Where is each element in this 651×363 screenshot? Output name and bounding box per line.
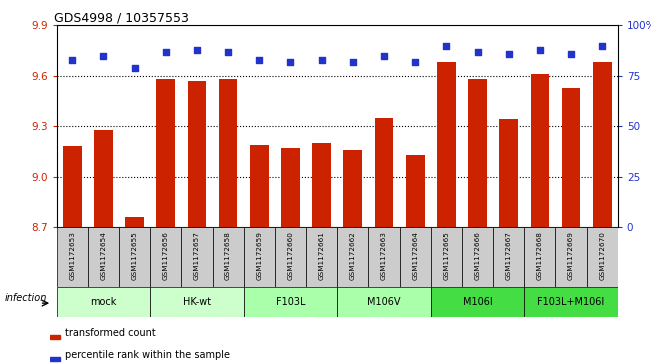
Point	[254, 57, 264, 62]
Point	[597, 42, 607, 48]
Text: M106V: M106V	[367, 297, 401, 307]
Bar	[156, 79, 175, 227]
Text: GDS4998 / 10357553: GDS4998 / 10357553	[54, 11, 189, 24]
Bar	[182, 227, 212, 287]
Point	[379, 53, 389, 58]
Text: GSM1172657: GSM1172657	[194, 231, 200, 280]
Text: GSM1172653: GSM1172653	[69, 231, 76, 280]
Bar	[499, 119, 518, 227]
Text: GSM1172668: GSM1172668	[537, 231, 543, 280]
Text: F103L: F103L	[276, 297, 305, 307]
Point	[130, 65, 140, 71]
Text: GSM1172669: GSM1172669	[568, 231, 574, 280]
Text: M106I: M106I	[463, 297, 492, 307]
Text: HK-wt: HK-wt	[183, 297, 211, 307]
Bar	[119, 227, 150, 287]
Point	[316, 57, 327, 62]
Text: GSM1172665: GSM1172665	[443, 231, 449, 280]
Bar	[431, 287, 524, 317]
Text: GSM1172658: GSM1172658	[225, 231, 231, 280]
Bar	[368, 227, 400, 287]
Point	[98, 53, 109, 58]
Bar	[50, 357, 60, 361]
Bar	[337, 227, 368, 287]
Bar	[337, 287, 431, 317]
Bar	[50, 335, 60, 339]
Bar	[312, 143, 331, 227]
Text: GSM1172661: GSM1172661	[318, 231, 325, 280]
Bar	[125, 217, 144, 227]
Point	[191, 47, 202, 53]
Bar	[212, 227, 243, 287]
Text: percentile rank within the sample: percentile rank within the sample	[64, 350, 230, 360]
Bar	[150, 227, 182, 287]
Bar	[219, 79, 238, 227]
Bar	[562, 87, 581, 227]
Point	[285, 59, 296, 65]
Bar	[94, 130, 113, 227]
Bar	[187, 81, 206, 227]
Bar	[593, 62, 611, 227]
Bar	[281, 148, 300, 227]
Text: infection: infection	[5, 293, 47, 303]
Bar	[493, 227, 524, 287]
Bar	[150, 287, 243, 317]
Bar	[524, 227, 555, 287]
Text: transformed count: transformed count	[64, 328, 156, 338]
Text: GSM1172654: GSM1172654	[100, 231, 106, 280]
Point	[223, 49, 233, 54]
Bar	[88, 227, 119, 287]
Point	[566, 51, 576, 57]
Bar	[406, 155, 424, 227]
Point	[534, 47, 545, 53]
Text: GSM1172664: GSM1172664	[412, 231, 418, 280]
Bar	[531, 74, 549, 227]
Text: GSM1172660: GSM1172660	[288, 231, 294, 280]
Text: F103L+M106I: F103L+M106I	[538, 297, 605, 307]
Bar	[243, 287, 337, 317]
Text: GSM1172656: GSM1172656	[163, 231, 169, 280]
Point	[410, 59, 421, 65]
Text: GSM1172663: GSM1172663	[381, 231, 387, 280]
Bar	[374, 118, 393, 227]
Bar	[468, 79, 487, 227]
Text: GSM1172659: GSM1172659	[256, 231, 262, 280]
Point	[503, 51, 514, 57]
Text: GSM1172655: GSM1172655	[132, 231, 137, 280]
Bar	[400, 227, 431, 287]
Bar	[587, 227, 618, 287]
Point	[348, 59, 358, 65]
Bar	[462, 227, 493, 287]
Bar	[306, 227, 337, 287]
Point	[161, 49, 171, 54]
Text: GSM1172667: GSM1172667	[506, 231, 512, 280]
Bar	[57, 287, 150, 317]
Bar	[431, 227, 462, 287]
Text: mock: mock	[90, 297, 117, 307]
Bar	[250, 144, 269, 227]
Point	[441, 42, 452, 48]
Point	[473, 49, 483, 54]
Bar	[63, 146, 81, 227]
Text: GSM1172662: GSM1172662	[350, 231, 356, 280]
Text: GSM1172670: GSM1172670	[599, 231, 605, 280]
Bar	[57, 227, 88, 287]
Bar	[344, 150, 362, 227]
Bar	[555, 227, 587, 287]
Bar	[275, 227, 306, 287]
Bar	[243, 227, 275, 287]
Text: GSM1172666: GSM1172666	[475, 231, 480, 280]
Point	[67, 57, 77, 62]
Bar	[437, 62, 456, 227]
Bar	[524, 287, 618, 317]
